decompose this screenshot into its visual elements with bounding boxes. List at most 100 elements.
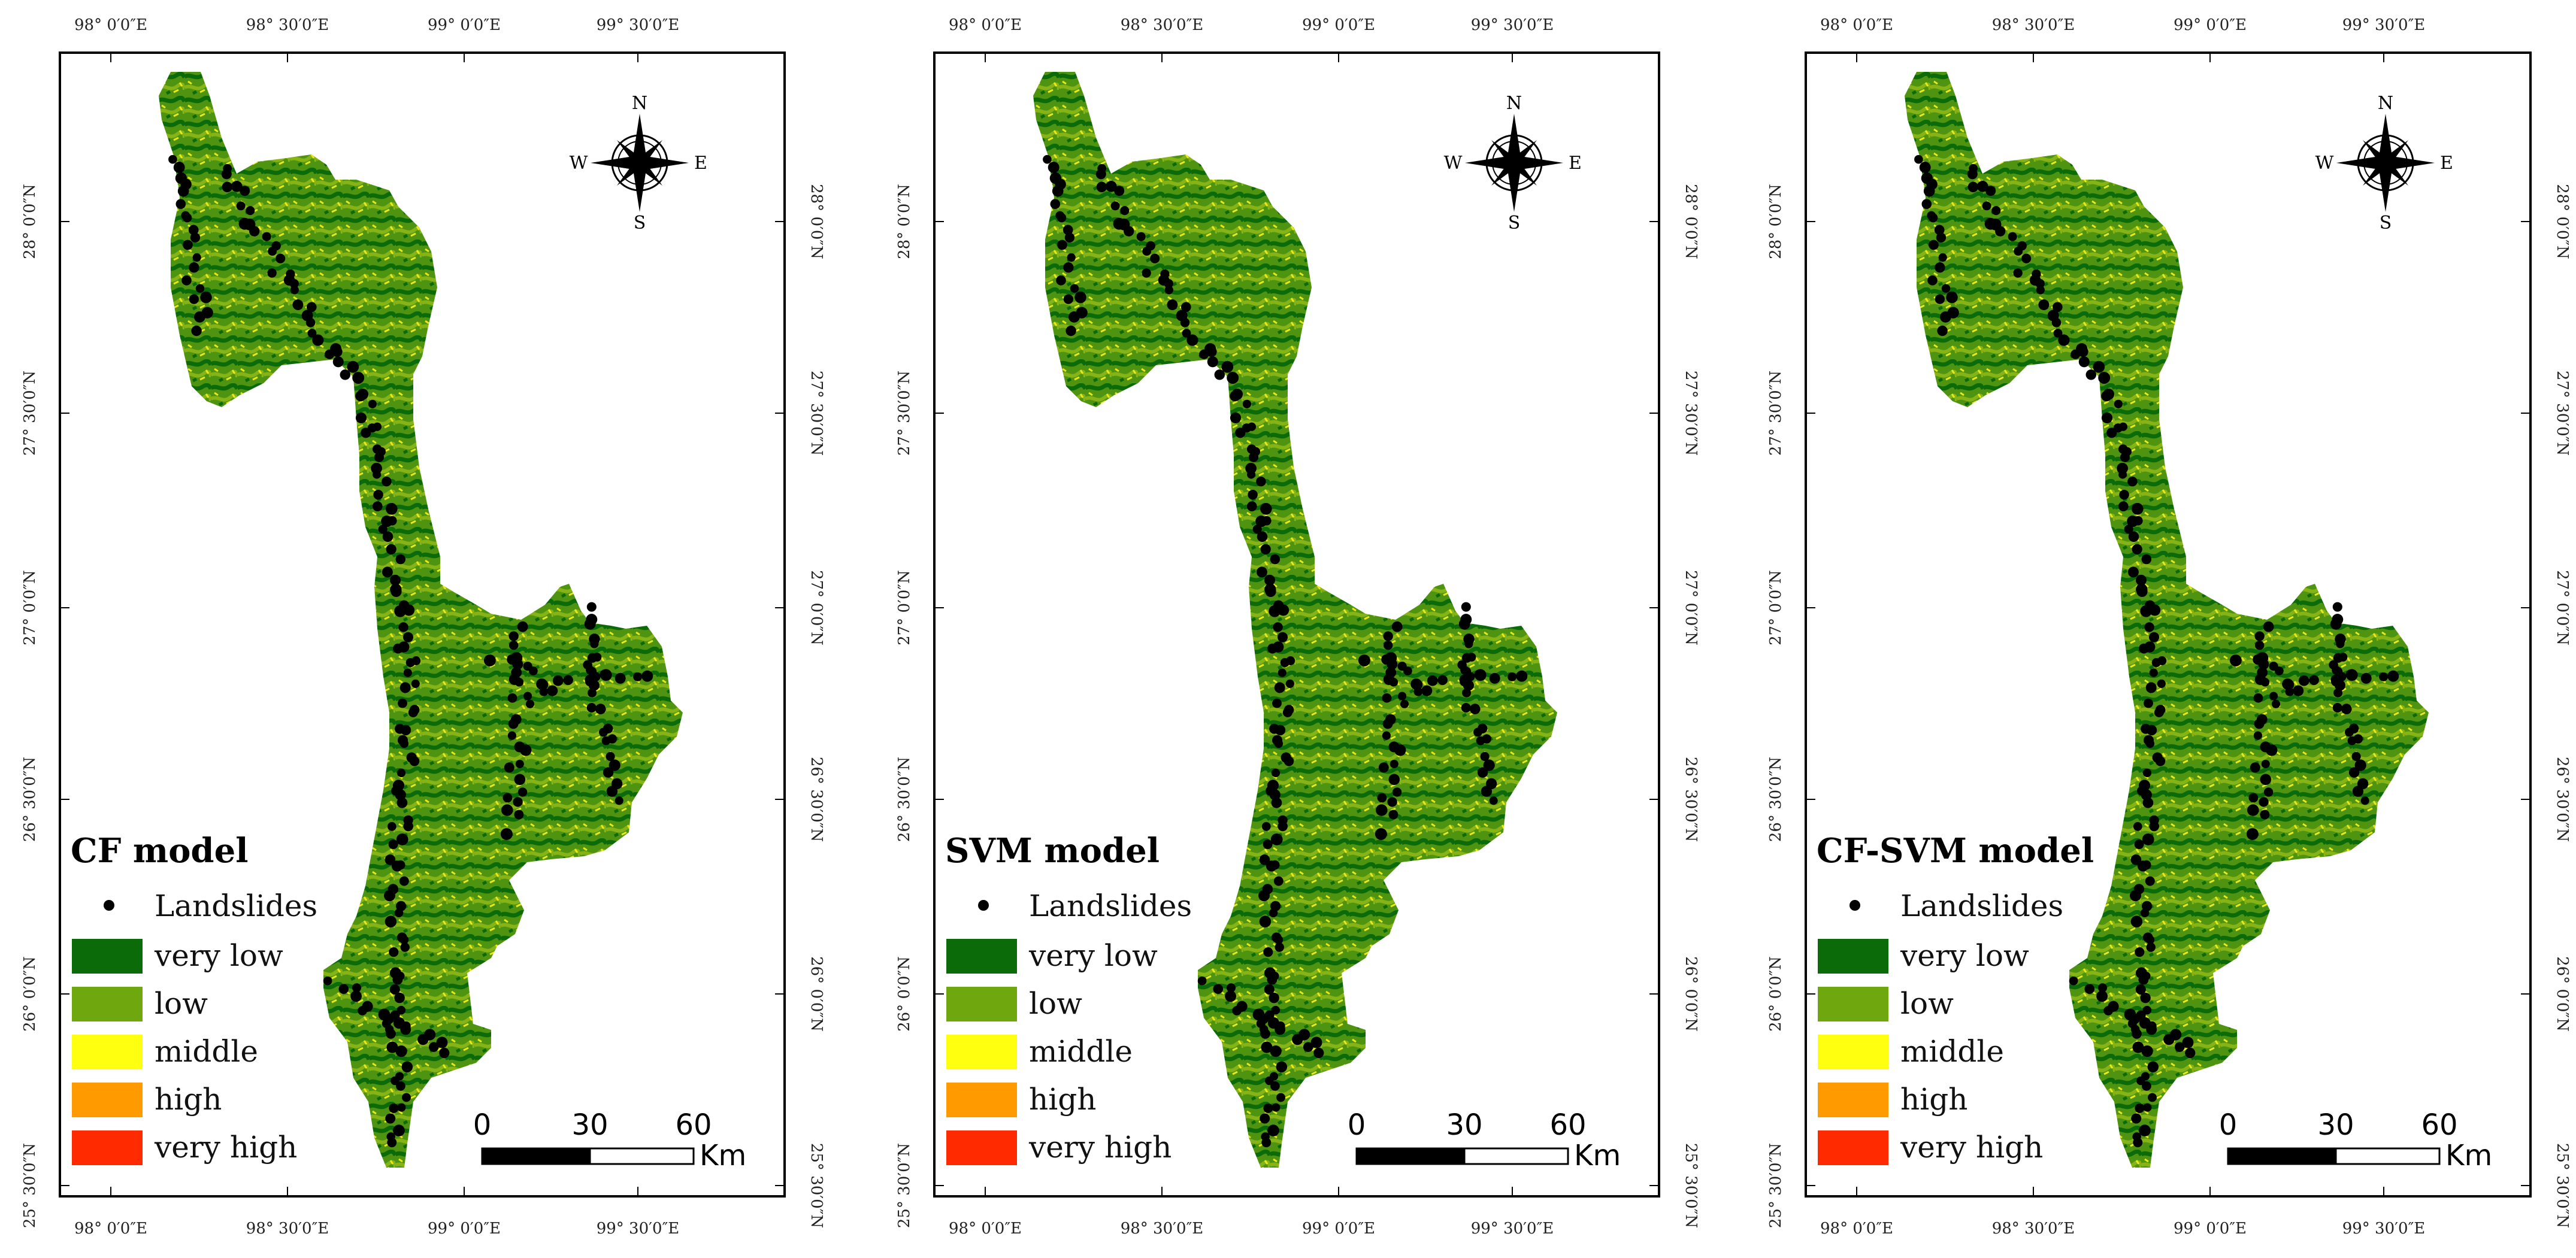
scale-tick-label: 60 bbox=[2421, 1108, 2457, 1142]
legend-swatch bbox=[946, 1035, 1017, 1069]
latitude-label-right: 26° 30′0″N bbox=[807, 757, 825, 842]
legend-label: very low bbox=[154, 938, 283, 973]
legend: Landslides very low low middle high very high bbox=[72, 889, 317, 1165]
latitude-label-right: 27° 0′0″N bbox=[2553, 570, 2571, 645]
map-panel: 98° 0′0″E 98° 0′0″E 98° 30′0″E 98° 30′0″E 99… bbox=[895, 16, 1700, 1238]
legend-label: high bbox=[1900, 1082, 1967, 1117]
scale-tick-label: 60 bbox=[675, 1108, 712, 1142]
legend-label: very low bbox=[1028, 938, 1158, 973]
scale-tick-label: 30 bbox=[571, 1108, 608, 1142]
longitude-label-top: 99° 30′0″E bbox=[1471, 16, 1554, 34]
legend-label: low bbox=[1029, 986, 1082, 1021]
legend-swatch bbox=[1818, 939, 1888, 974]
north-arrow-icon: N S E W bbox=[2315, 93, 2453, 234]
latitude-label-right: 27° 0′0″N bbox=[807, 570, 825, 645]
longitude-label-bottom: 98° 30′0″E bbox=[1121, 1220, 1204, 1238]
latitude-label-left: 26° 30′0″N bbox=[1767, 757, 1785, 842]
latitude-label-left: 27° 30′0″N bbox=[1767, 371, 1785, 456]
legend-swatch bbox=[72, 1083, 143, 1117]
latitude-label-left: 28° 0′0″N bbox=[895, 184, 913, 259]
latitude-label-left: 25° 30′0″N bbox=[21, 1143, 39, 1228]
latitude-label-right: 25° 30′0″N bbox=[1682, 1143, 1700, 1228]
compass-letter-s: S bbox=[1508, 213, 1521, 234]
longitude-label-top: 99° 0′0″E bbox=[2174, 16, 2247, 34]
latitude-label-right: 25° 30′0″N bbox=[807, 1143, 825, 1228]
longitude-label-top: 98° 30′0″E bbox=[1121, 16, 1204, 34]
latitude-label-left: 28° 0′0″N bbox=[21, 184, 39, 259]
legend-label: middle bbox=[1900, 1034, 2004, 1069]
model-title: SVM model bbox=[945, 831, 1160, 871]
latitude-label-left: 27° 0′0″N bbox=[21, 570, 39, 645]
legend-label: high bbox=[1029, 1082, 1096, 1117]
longitude-label-top: 98° 30′0″E bbox=[1992, 16, 2075, 34]
longitude-label-bottom: 98° 30′0″E bbox=[246, 1220, 329, 1238]
longitude-label-bottom: 98° 0′0″E bbox=[1820, 1220, 1893, 1238]
legend-swatch bbox=[946, 939, 1017, 974]
longitude-label-bottom: 99° 30′0″E bbox=[597, 1220, 680, 1238]
latitude-label-left: 26° 30′0″N bbox=[895, 757, 913, 842]
legend-swatch bbox=[1818, 1083, 1888, 1117]
legend-swatch bbox=[946, 987, 1017, 1021]
legend-swatch bbox=[946, 1083, 1017, 1117]
scale-unit: Km bbox=[2445, 1139, 2492, 1172]
legend-label: very high bbox=[1900, 1130, 2043, 1165]
longitude-label-top: 99° 0′0″E bbox=[1302, 16, 1375, 34]
legend-label: middle bbox=[155, 1034, 258, 1069]
latitude-label-right: 27° 30′0″N bbox=[1682, 371, 1700, 456]
longitude-label-bottom: 99° 30′0″E bbox=[2342, 1220, 2426, 1238]
latitude-label-right: 26° 30′0″N bbox=[1682, 757, 1700, 842]
latitude-label-right: 28° 0′0″N bbox=[2553, 184, 2571, 259]
map-panel: 98° 0′0″E 98° 0′0″E 98° 30′0″E 98° 30′0″E 99… bbox=[21, 16, 825, 1238]
legend-swatch bbox=[1818, 987, 1888, 1021]
legend-label: high bbox=[155, 1082, 222, 1117]
compass-letter-e: E bbox=[694, 153, 707, 174]
legend-swatch bbox=[72, 1130, 143, 1165]
model-title: CF-SVM model bbox=[1817, 831, 2094, 871]
latitude-label-left: 25° 30′0″N bbox=[895, 1143, 913, 1228]
latitude-label-left: 26° 0′0″N bbox=[1767, 956, 1785, 1032]
longitude-label-top: 99° 30′0″E bbox=[2342, 16, 2426, 34]
scale-tick-label: 30 bbox=[1446, 1108, 1482, 1142]
legend-swatch bbox=[1818, 1035, 1888, 1069]
legend-swatch bbox=[946, 1130, 1017, 1165]
legend-label: very high bbox=[154, 1130, 297, 1165]
scale-tick-label: 0 bbox=[2219, 1108, 2238, 1142]
compass-letter-s: S bbox=[2380, 213, 2392, 234]
legend-swatch bbox=[72, 1035, 143, 1069]
scale-tick-label: 0 bbox=[1348, 1108, 1366, 1142]
longitude-label-bottom: 99° 0′0″E bbox=[1302, 1220, 1375, 1238]
scale-tick-label: 30 bbox=[2317, 1108, 2354, 1142]
longitude-label-bottom: 99° 0′0″E bbox=[428, 1220, 501, 1238]
latitude-label-right: 27° 30′0″N bbox=[2553, 371, 2571, 456]
scale-tick-label: 0 bbox=[473, 1108, 492, 1142]
latitude-label-left: 27° 0′0″N bbox=[1767, 570, 1785, 645]
latitude-label-left: 26° 30′0″N bbox=[21, 757, 39, 842]
longitude-label-top: 99° 0′0″E bbox=[428, 16, 501, 34]
legend-label: very low bbox=[1900, 938, 2029, 973]
longitude-label-bottom: 98° 0′0″E bbox=[949, 1220, 1022, 1238]
compass-letter-s: S bbox=[634, 213, 646, 234]
north-arrow-icon: N S E W bbox=[1444, 93, 1582, 234]
compass-letter-e: E bbox=[1569, 153, 1582, 174]
longitude-label-top: 98° 0′0″E bbox=[949, 16, 1022, 34]
map-panel: 98° 0′0″E 98° 0′0″E 98° 30′0″E 98° 30′0″E 99… bbox=[1767, 16, 2571, 1238]
compass-letter-n: N bbox=[632, 93, 647, 114]
longitude-label-bottom: 99° 0′0″E bbox=[2174, 1220, 2247, 1238]
latitude-label-right: 25° 30′0″N bbox=[2553, 1143, 2571, 1228]
longitude-label-top: 98° 0′0″E bbox=[74, 16, 147, 34]
legend-landslides: Landslides bbox=[1029, 889, 1192, 923]
legend-swatch bbox=[1818, 1130, 1888, 1165]
scale-unit: Km bbox=[1574, 1139, 1621, 1172]
longitude-label-top: 98° 0′0″E bbox=[1820, 16, 1893, 34]
compass-letter-w: W bbox=[1444, 153, 1463, 174]
model-title: CF model bbox=[71, 831, 249, 871]
longitude-label-bottom: 98° 0′0″E bbox=[74, 1220, 147, 1238]
compass-letter-w: W bbox=[570, 153, 588, 174]
legend-label: low bbox=[1900, 986, 1954, 1021]
compass-letter-n: N bbox=[2378, 93, 2393, 114]
latitude-label-right: 28° 0′0″N bbox=[807, 184, 825, 259]
longitude-label-bottom: 98° 30′0″E bbox=[1992, 1220, 2075, 1238]
latitude-label-left: 27° 30′0″N bbox=[21, 371, 39, 456]
landslide-symbol bbox=[1849, 900, 1860, 911]
